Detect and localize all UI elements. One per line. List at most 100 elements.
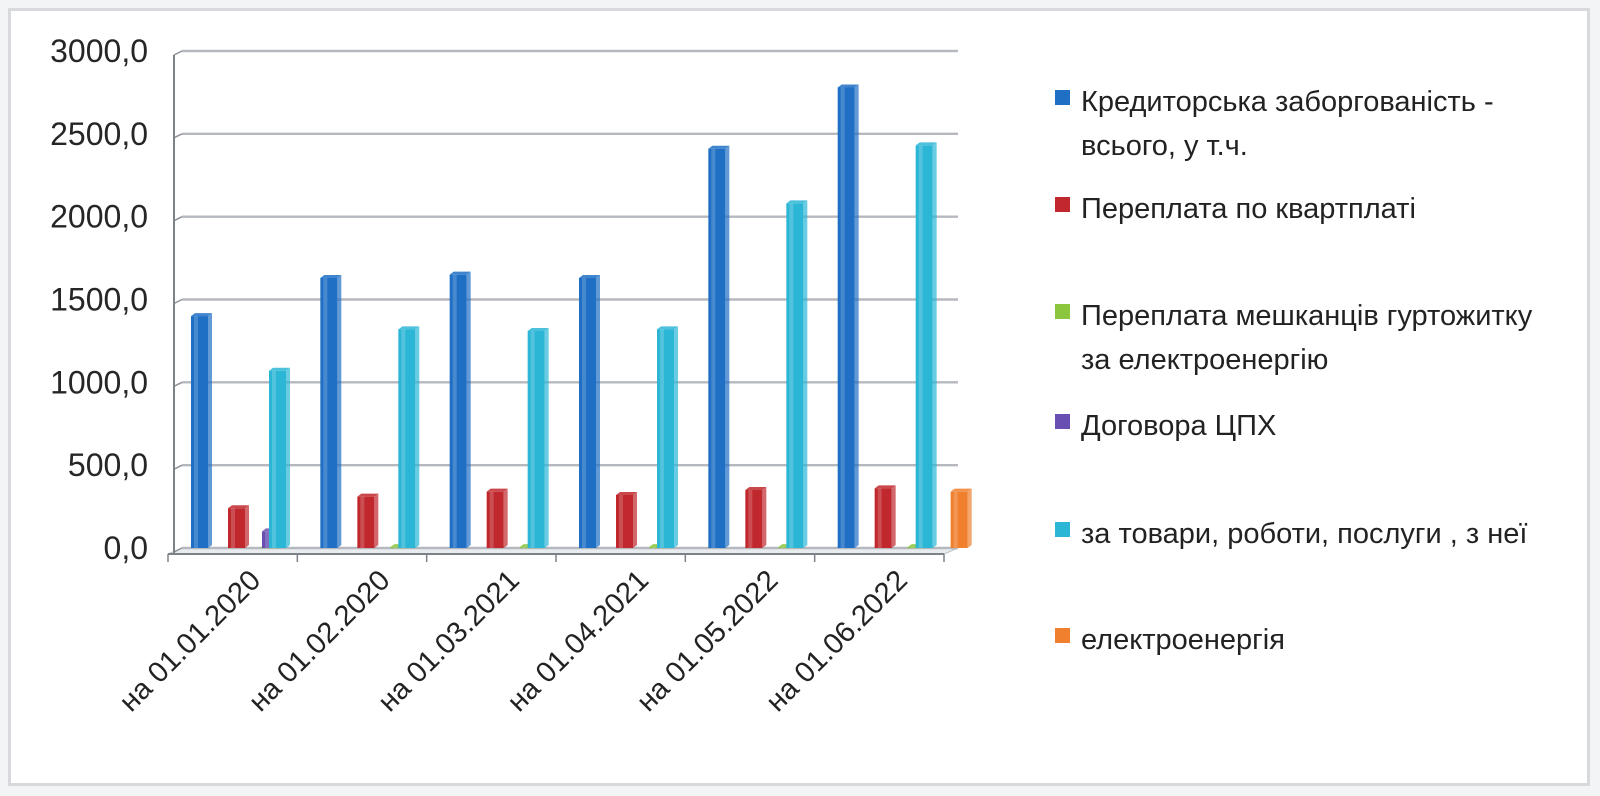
bar (191, 316, 208, 548)
bar-side (544, 327, 549, 548)
bar (950, 491, 968, 548)
bar (915, 145, 933, 548)
bar-highlight (660, 329, 664, 548)
legend-label: Договора ЦПХ (1081, 410, 1277, 442)
y-tick-label: 1000,0 (50, 364, 148, 400)
bar-top (269, 367, 290, 371)
legend-label: Переплата по квартплаті (1081, 193, 1416, 225)
y-tick-label: 2500,0 (50, 116, 148, 152)
bar-top (486, 488, 508, 492)
y-tick-label: 3000,0 (50, 33, 148, 69)
bar-side (415, 326, 420, 548)
bar-side (633, 491, 637, 548)
bar-top (786, 200, 808, 204)
gridline-side (173, 133, 183, 139)
legend-label: Переплата мешканців гуртожитку за електр… (1081, 300, 1533, 376)
bar-highlight (530, 330, 535, 548)
bar-side (967, 488, 972, 548)
bar (745, 490, 763, 548)
bar-side (891, 485, 896, 548)
bar-top (657, 326, 678, 330)
bar-highlight (401, 329, 406, 548)
bar-highlight (652, 547, 656, 549)
bar (449, 274, 467, 548)
bar-side (725, 145, 730, 548)
bar-side (762, 487, 767, 548)
bar-highlight (272, 370, 276, 548)
bar-highlight (323, 277, 328, 548)
legend-swatch (1055, 522, 1070, 537)
bar (320, 277, 338, 548)
bar-highlight (840, 87, 845, 549)
bar (486, 491, 504, 548)
bar-top (708, 145, 730, 149)
bar-top (191, 313, 212, 317)
bar-top (398, 326, 420, 330)
bar-highlight (393, 547, 398, 549)
bar-highlight (711, 148, 716, 548)
bar-highlight (918, 145, 923, 548)
gridline-side (173, 381, 183, 388)
bar-highlight (619, 494, 623, 548)
bar-highlight (265, 531, 269, 548)
bar (708, 148, 726, 548)
bar-highlight (953, 491, 958, 548)
bar-top (527, 327, 549, 331)
gridlines (167, 49, 959, 555)
y-tick-labels: 0,0 500,0 1000,0 1500,0 2000,0 2500,0 3000,0 (50, 33, 148, 566)
bar-highlight (910, 547, 915, 549)
legend-label: за товари, роботи, послуги , з неї (1081, 518, 1528, 550)
legend-swatch (1055, 414, 1070, 429)
bar-highlight (877, 488, 882, 548)
bar-top (874, 485, 896, 489)
bars (191, 84, 972, 549)
bar-highlight (789, 203, 794, 548)
gridline-side (173, 298, 183, 305)
bar-top (616, 491, 637, 495)
bar-highlight (194, 316, 198, 548)
legend-swatch (1055, 304, 1070, 319)
bar-top (745, 487, 767, 491)
bar (657, 329, 674, 548)
bar-top (357, 493, 379, 497)
y-tick-label: 0,0 (104, 530, 148, 566)
bar-top (915, 142, 937, 146)
legend-label: Кредиторська заборгованість - всього, у … (1081, 86, 1494, 162)
bar-highlight (452, 274, 457, 548)
bar-side (503, 488, 508, 548)
bar-highlight (522, 547, 527, 549)
gridline-side (173, 547, 183, 553)
bar-top (449, 271, 471, 275)
bar-highlight (231, 508, 235, 548)
bar (579, 277, 596, 548)
bar (527, 330, 545, 548)
bar-highlight (781, 547, 786, 549)
bar-side (286, 367, 290, 548)
bar-side (374, 493, 379, 548)
gridline-side (173, 215, 183, 222)
bar (269, 370, 286, 548)
legend-swatch (1055, 90, 1070, 105)
bar-side (596, 274, 600, 548)
bar (228, 508, 245, 548)
bar-top (228, 505, 249, 509)
gridline-side (173, 50, 183, 56)
y-tick-label: 1500,0 (50, 282, 148, 318)
legend-swatch (1055, 628, 1070, 643)
bar (786, 203, 804, 548)
bar-side (932, 142, 937, 548)
bar-top (579, 274, 600, 278)
bar (874, 488, 892, 548)
bar-highlight (360, 496, 365, 548)
bar-top (320, 274, 342, 278)
bar-side (854, 84, 859, 549)
bar-highlight (748, 490, 753, 548)
bar (357, 496, 375, 548)
bar-side (466, 271, 471, 548)
legend-swatch (1055, 197, 1070, 212)
bar-top (837, 84, 859, 88)
legend-label: електроенергія (1081, 624, 1285, 656)
gridline-side (173, 464, 183, 470)
